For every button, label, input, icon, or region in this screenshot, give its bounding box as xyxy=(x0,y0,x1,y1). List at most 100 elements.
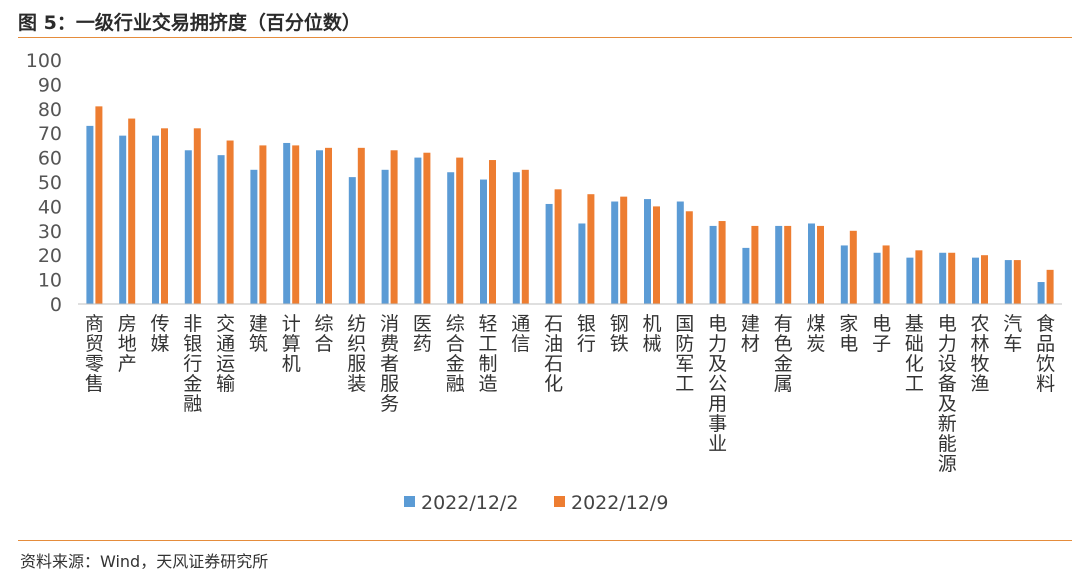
category-label: 轻工制造 xyxy=(478,313,497,395)
bar-series2 xyxy=(456,157,464,304)
bar-series1 xyxy=(808,223,815,304)
category-label: 医药 xyxy=(413,313,432,355)
bar-series1 xyxy=(775,225,783,304)
bar-series1 xyxy=(316,150,323,304)
bar-series2 xyxy=(554,189,562,304)
bar-series2 xyxy=(259,145,267,304)
bar-series1 xyxy=(348,177,356,304)
category-label: 计算机 xyxy=(282,313,301,375)
bar-series1 xyxy=(578,223,586,304)
bar-series1 xyxy=(250,169,258,304)
y-tick-label: 40 xyxy=(38,196,62,218)
bar-series2 xyxy=(915,250,923,304)
bar-series2 xyxy=(817,225,824,304)
bar-series2 xyxy=(423,152,431,304)
bar-series1 xyxy=(906,257,914,304)
bar-series2 xyxy=(325,147,332,304)
y-tick-label: 30 xyxy=(38,221,62,243)
bar-series1 xyxy=(676,201,684,304)
category-label: 电力及公用事业 xyxy=(708,313,727,455)
bar-series2 xyxy=(521,169,529,304)
bar-series2 xyxy=(784,225,792,304)
category-label: 非银行金融 xyxy=(183,313,202,415)
bar-series1 xyxy=(1037,282,1045,304)
category-label: 综合 xyxy=(314,313,333,355)
legend-swatch xyxy=(404,496,415,507)
y-tick-label: 20 xyxy=(38,245,62,267)
category-label: 钢铁 xyxy=(610,313,629,355)
bar-series2 xyxy=(981,255,988,304)
legend-swatch xyxy=(554,496,565,507)
bar-series xyxy=(86,106,1054,304)
bar-series1 xyxy=(545,203,553,304)
category-label: 有色金属 xyxy=(774,313,793,395)
category-label: 电力设备及新能源 xyxy=(938,313,957,475)
category-label: 食品饮料 xyxy=(1036,313,1055,395)
bar-series2 xyxy=(128,118,136,304)
bar-series2 xyxy=(587,194,595,304)
bar-series1 xyxy=(1004,260,1012,304)
bar-series2 xyxy=(161,128,168,304)
bar-series1 xyxy=(414,157,422,304)
bar-series1 xyxy=(512,172,520,304)
category-label: 建材 xyxy=(741,313,760,355)
bar-series1 xyxy=(152,135,159,304)
category-label: 农林牧渔 xyxy=(970,313,989,395)
bar-series1 xyxy=(381,169,389,304)
bar-series1 xyxy=(447,172,455,304)
category-label: 煤炭 xyxy=(806,313,825,355)
bar-series1 xyxy=(939,252,947,304)
bar-series1 xyxy=(709,225,717,304)
bar-series2 xyxy=(685,211,693,304)
y-tick-label: 70 xyxy=(38,123,62,145)
bar-series2 xyxy=(1046,269,1054,304)
category-label: 机械 xyxy=(642,313,661,355)
y-tick-label: 90 xyxy=(38,74,62,96)
category-label: 电子 xyxy=(872,313,891,355)
category-label: 商贸零售 xyxy=(85,313,104,395)
category-label: 银行 xyxy=(577,313,596,355)
legend: 2022/12/2 2022/12/9 xyxy=(404,492,668,514)
category-label: 建筑 xyxy=(249,313,268,355)
category-label: 交通运输 xyxy=(216,313,235,395)
bar-series1 xyxy=(742,247,750,304)
bar-series1 xyxy=(86,125,94,304)
bar-series2 xyxy=(489,160,496,304)
bar-series2 xyxy=(292,145,300,304)
bar-series1 xyxy=(840,245,848,304)
bar-series1 xyxy=(217,155,225,304)
category-label: 纺织服装 xyxy=(347,313,366,395)
category-label: 房地产 xyxy=(118,313,137,375)
bar-series2 xyxy=(751,225,759,304)
category-label: 综合金融 xyxy=(446,313,465,395)
bar-series1 xyxy=(184,150,192,304)
category-label: 基础化工 xyxy=(905,313,924,395)
bottom-divider xyxy=(18,540,1072,541)
legend-label: 2022/12/2 xyxy=(421,492,518,514)
y-tick-label: 80 xyxy=(38,99,62,121)
bar-series2 xyxy=(849,230,857,304)
source-note: 资料来源：Wind，天风证券研究所 xyxy=(20,552,269,571)
category-label: 汽车 xyxy=(1003,313,1022,355)
bar-series2 xyxy=(390,150,398,304)
y-tick-label: 0 xyxy=(50,294,62,316)
top-divider xyxy=(18,37,1072,38)
y-tick-label: 100 xyxy=(26,50,62,72)
category-label: 家电 xyxy=(839,313,858,355)
bar-series2 xyxy=(357,147,365,304)
bar-series1 xyxy=(611,201,619,304)
bar-series2 xyxy=(718,221,726,304)
category-label: 通信 xyxy=(511,313,530,355)
category-label: 国防军工 xyxy=(675,313,694,395)
bar-series2 xyxy=(95,106,103,304)
bar-series2 xyxy=(653,206,660,304)
bar-series1 xyxy=(972,257,979,304)
bar-series1 xyxy=(283,142,291,304)
bar-series2 xyxy=(948,252,956,304)
x-axis-categories: 商贸零售房地产传媒非银行金融交通运输建筑计算机综合纺织服装消费者服务医药综合金融… xyxy=(85,313,1055,475)
category-label: 消费者服务 xyxy=(380,313,399,415)
y-tick-label: 60 xyxy=(38,148,62,170)
bar-series2 xyxy=(1013,260,1021,304)
